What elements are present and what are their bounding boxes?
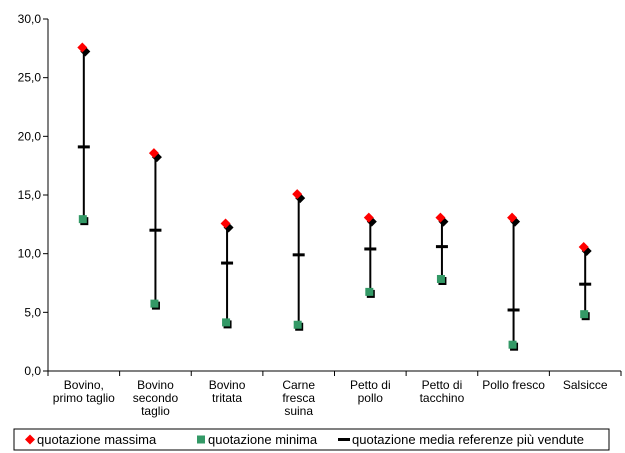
legend-diamond-icon: [25, 434, 35, 445]
x-tick-label-line: pollo: [358, 391, 384, 405]
y-axis: 0,0 5,0 10,0 15,0 20,0 25,0 30,0: [18, 12, 49, 378]
min-marker: [78, 215, 87, 224]
x-tick-label-line: Bovino: [137, 378, 174, 392]
legend-label: quotazione media referenze più vendute: [352, 432, 584, 447]
x-tick-label-line: tacchino: [420, 391, 465, 405]
max-marker: [77, 42, 88, 53]
average-marker: [149, 228, 162, 232]
x-tick-label-line: tritata: [212, 391, 242, 405]
y-tick-label: 30,0: [18, 12, 42, 26]
min-marker: [150, 299, 159, 308]
max-marker: [220, 218, 231, 229]
max-marker: [578, 241, 589, 252]
x-tick-label: Bovino, primo taglio: [53, 378, 115, 405]
x-tick-label-line: Pollo fresco: [482, 378, 545, 392]
plot-series: [77, 42, 592, 351]
x-tick-label: Pollo fresco: [482, 378, 545, 392]
x-tick-label: Carne fresca suina: [282, 378, 315, 418]
y-tick-label: 0,0: [24, 364, 41, 378]
x-tick-label-line: secondo: [133, 391, 179, 405]
legend-box: [13, 428, 610, 451]
min-marker: [436, 274, 445, 283]
x-tick-label-line: Bovino,: [64, 378, 104, 392]
x-tick-label-line: taglio: [141, 404, 170, 418]
average-marker: [579, 282, 592, 286]
legend-label: quotazione minima: [208, 432, 318, 447]
x-tick-label: Petto di pollo: [350, 378, 391, 405]
average-marker: [507, 308, 520, 312]
min-marker: [222, 318, 231, 327]
legend-label: quotazione massima: [37, 432, 157, 447]
x-tick-label-line: Salsicce: [563, 378, 608, 392]
legend: quotazione massima quotazione minima quota…: [13, 428, 610, 451]
max-marker: [292, 189, 303, 200]
x-tick-label-line: suina: [284, 404, 313, 418]
average-marker: [435, 245, 448, 249]
legend-dash-icon: [338, 438, 350, 441]
min-marker: [365, 287, 374, 296]
average-marker: [221, 261, 234, 265]
max-marker: [363, 212, 374, 223]
min-marker: [293, 320, 302, 329]
max-marker: [148, 148, 159, 159]
x-tick-label: Salsicce: [563, 378, 608, 392]
min-marker: [508, 340, 517, 349]
average-marker: [77, 145, 90, 149]
x-tick-label-line: primo taglio: [53, 391, 115, 405]
average-marker: [364, 247, 377, 251]
x-tick-label: Bovino secondo taglio: [133, 378, 179, 418]
y-tick-label: 5,0: [24, 305, 41, 319]
x-tick-label-line: Bovino: [209, 378, 246, 392]
legend-square-icon: [197, 435, 205, 444]
y-tick-label: 15,0: [18, 188, 42, 202]
x-tick-label: Bovino tritata: [209, 378, 246, 405]
average-marker: [292, 253, 305, 257]
x-tick-label-line: fresca: [282, 391, 315, 405]
y-tick-label: 20,0: [18, 129, 42, 143]
min-marker: [580, 310, 589, 319]
x-tick-label-line: Carne: [282, 378, 315, 392]
y-tick-label: 25,0: [18, 71, 42, 85]
max-marker: [507, 212, 518, 223]
x-tick-label-line: Petto di: [422, 378, 463, 392]
x-tick-label-line: Petto di: [350, 378, 391, 392]
y-tick-label: 10,0: [18, 247, 42, 261]
x-tick-label: Petto di tacchino: [420, 378, 465, 405]
max-marker: [435, 212, 446, 223]
